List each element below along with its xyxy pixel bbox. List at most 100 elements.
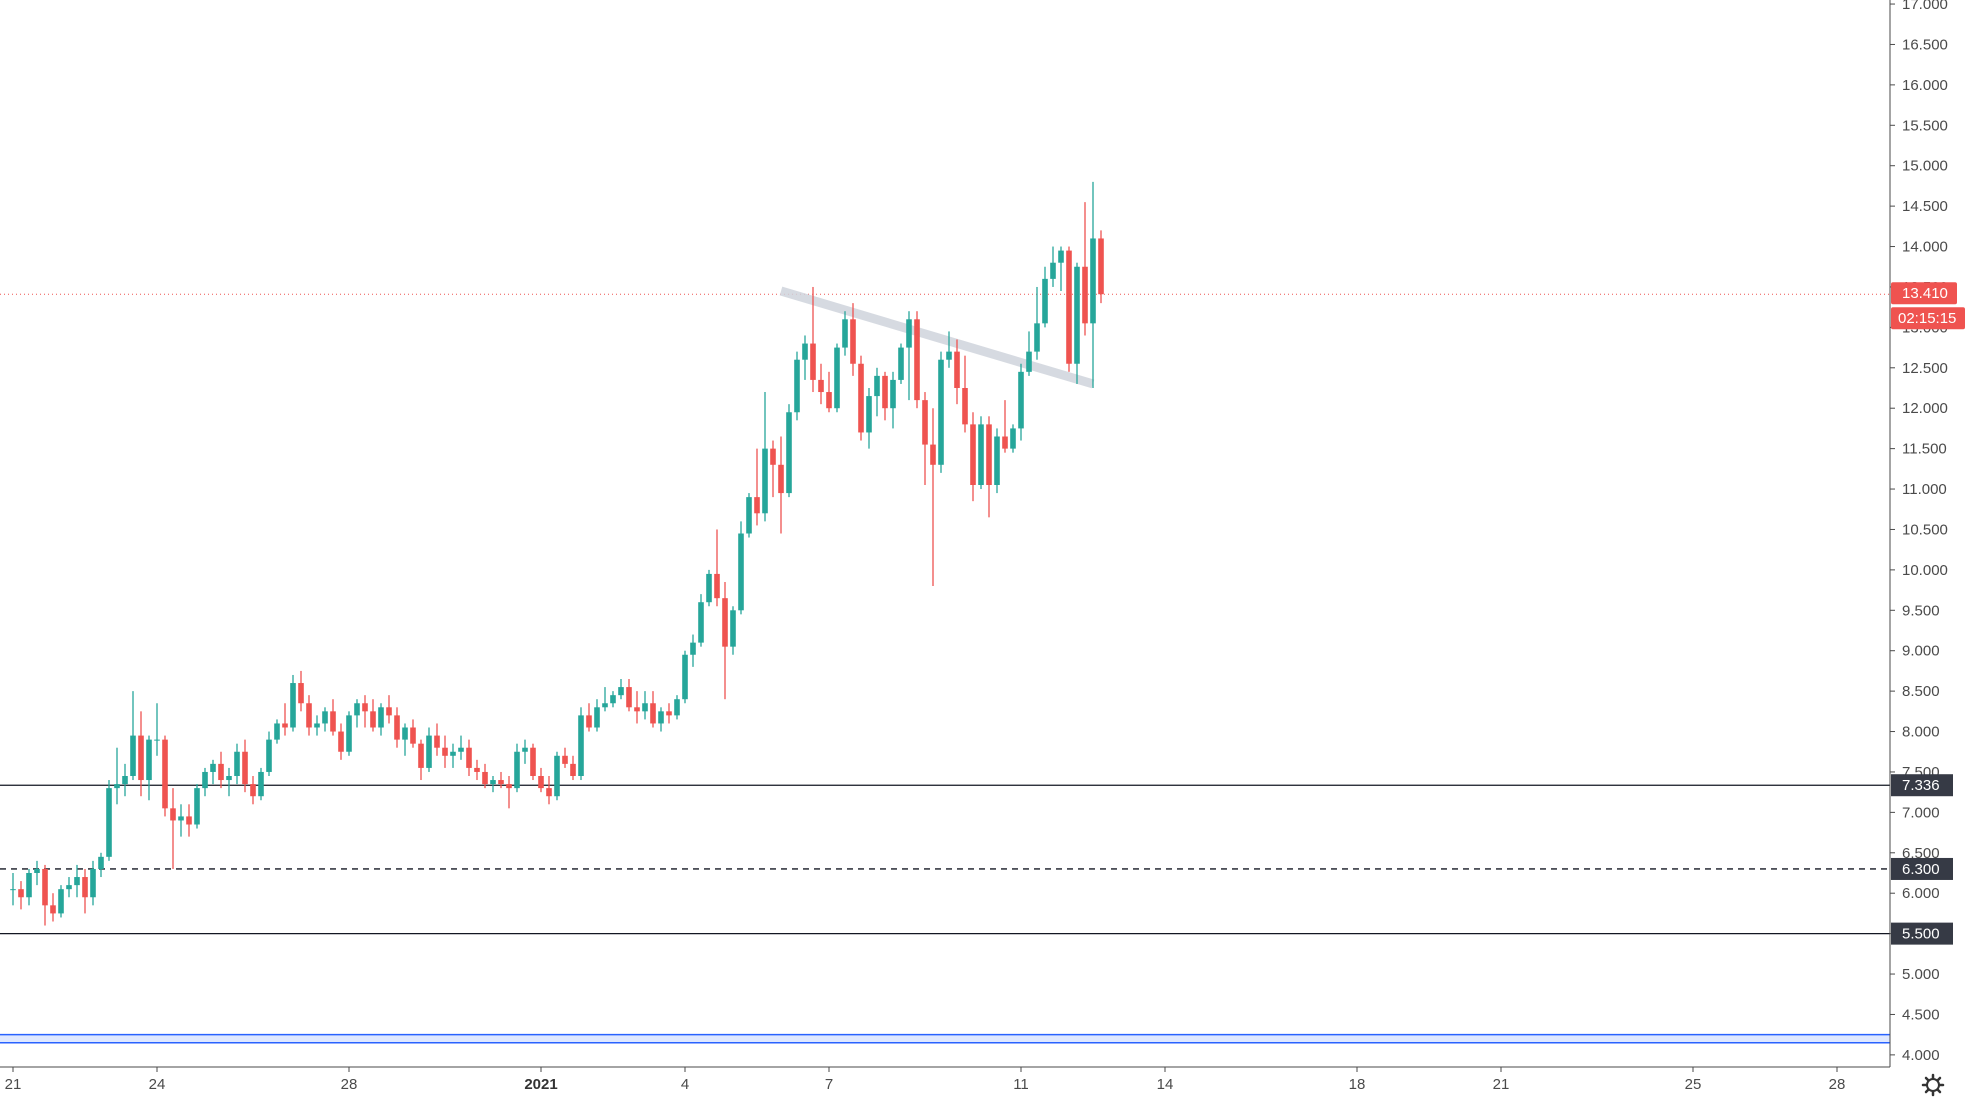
candle-body: [754, 497, 760, 514]
x-tick-label: 7: [825, 1076, 833, 1093]
x-tick-label: 14: [1157, 1076, 1174, 1093]
candle-body: [314, 723, 320, 728]
candle-body: [906, 319, 912, 348]
candle-body: [994, 436, 1000, 485]
candle-body: [202, 771, 208, 789]
candle-body: [1042, 278, 1048, 324]
x-tick-label: 11: [1013, 1076, 1029, 1093]
candle-body: [546, 788, 552, 797]
candle-body: [602, 703, 608, 708]
candle-body: [186, 816, 192, 825]
gear-icon[interactable]: [1921, 1073, 1945, 1097]
candle-body: [242, 751, 248, 785]
y-axis-ticks: 4.0004.5005.0005.5006.0006.5007.0007.500…: [1890, 0, 1948, 1064]
candle-body: [1010, 428, 1016, 449]
y-tick-label: 4.500: [1902, 1006, 1940, 1023]
candle-body: [850, 319, 856, 364]
candle-body: [586, 715, 592, 728]
candle-body: [1034, 323, 1040, 352]
candle-body: [402, 727, 408, 740]
candle-body: [458, 747, 464, 752]
y-tick-label: 9.000: [1902, 643, 1940, 660]
x-tick-label: 21: [5, 1076, 22, 1093]
price-badges: 7.336 6.300 5.500 13.410 02:15:15: [1891, 282, 1965, 945]
candle-body: [370, 711, 376, 728]
candle-body: [834, 347, 840, 409]
candle-body: [698, 602, 704, 643]
horizontal-levels[interactable]: [0, 784, 1890, 935]
candle-body: [1066, 250, 1072, 364]
candle-body: [826, 392, 832, 409]
candle-body: [146, 739, 152, 781]
candle-body: [154, 739, 160, 741]
x-tick-label: 28: [341, 1076, 358, 1093]
trendline[interactable]: [779, 286, 1095, 389]
candle-body: [386, 707, 392, 716]
countdown-label: 02:15:15: [1898, 310, 1956, 327]
y-tick-label: 12.000: [1902, 400, 1948, 417]
candle-body: [106, 788, 112, 857]
candle-body: [26, 873, 32, 898]
candle-body: [674, 699, 680, 716]
candle-body: [170, 808, 176, 821]
candle-body: [594, 707, 600, 728]
candle-body: [18, 889, 24, 898]
candle-body: [394, 715, 400, 740]
y-tick-label: 11.000: [1902, 481, 1947, 498]
candle-body: [786, 412, 792, 494]
candle-body: [490, 780, 496, 785]
candles: [10, 181, 1104, 926]
candle-body: [746, 497, 752, 534]
y-tick-label: 10.000: [1902, 562, 1948, 579]
candle-body: [226, 776, 232, 781]
y-tick-label: 12.500: [1902, 360, 1948, 377]
candle-body: [434, 735, 440, 748]
y-tick-label: 16.000: [1902, 77, 1948, 94]
candle-body: [234, 751, 240, 776]
y-tick-label: 10.500: [1902, 521, 1948, 538]
y-tick-label: 4.000: [1902, 1047, 1940, 1064]
y-tick-label: 15.000: [1902, 158, 1948, 175]
candle-body: [338, 731, 344, 752]
candle-body: [626, 687, 632, 708]
candle-body: [138, 735, 144, 781]
candle-body: [778, 464, 784, 494]
candle-body: [578, 715, 584, 776]
candle-body: [258, 771, 264, 797]
candle-body: [354, 703, 360, 716]
candle-body: [554, 755, 560, 797]
candle-body: [122, 776, 128, 785]
candle-body: [706, 573, 712, 603]
trendline-segment[interactable]: [779, 286, 1095, 389]
candle-body: [666, 711, 672, 716]
candle-body: [306, 703, 312, 728]
candle-body: [162, 739, 168, 809]
x-tick-label: 25: [1685, 1076, 1702, 1093]
x-tick-label: 21: [1493, 1076, 1510, 1093]
candle-body: [418, 743, 424, 768]
x-tick-label: 28: [1829, 1076, 1846, 1093]
candle-body: [330, 711, 336, 732]
candle-body: [634, 707, 640, 712]
candle-body: [426, 735, 432, 768]
candle-body: [1026, 351, 1032, 372]
candle-body: [522, 747, 528, 752]
candle-body: [1082, 266, 1088, 324]
candle-body: [218, 763, 224, 781]
x-tick-label: 24: [149, 1076, 166, 1093]
candle-body: [90, 868, 96, 898]
y-tick-label: 11.500: [1902, 441, 1947, 458]
candle-body: [642, 703, 648, 712]
candle-body: [570, 763, 576, 776]
candle-body: [266, 739, 272, 772]
support-band-fill: [0, 1034, 1890, 1043]
candle-body: [210, 763, 216, 772]
candle-body: [1050, 262, 1056, 279]
candle-body: [498, 780, 504, 785]
candle-body: [930, 444, 936, 465]
y-tick-label: 15.500: [1902, 117, 1948, 134]
candle-body: [882, 375, 888, 409]
level-badge: [1891, 922, 1953, 945]
support-band: [0, 1033, 1890, 1044]
